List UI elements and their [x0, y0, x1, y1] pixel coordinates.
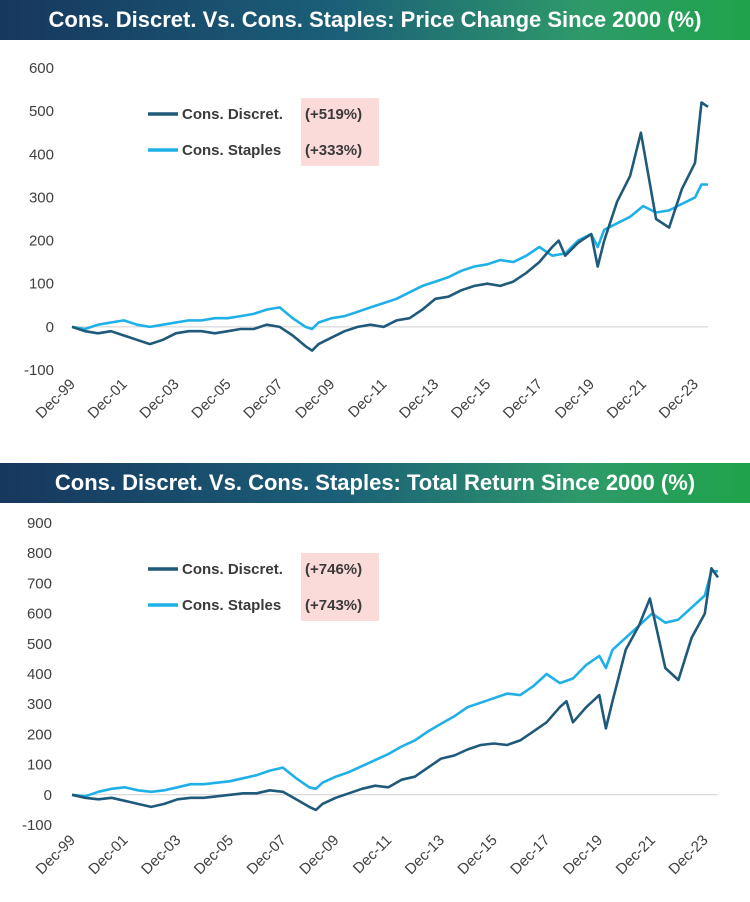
x-tick-label: Dec-07 [244, 832, 290, 878]
y-tick-label: 800 [27, 545, 52, 562]
x-tick-label: Dec-19 [552, 376, 598, 422]
x-tick-label: Dec-11 [350, 832, 395, 877]
legend-entry-value: (+743%) [305, 597, 362, 614]
y-tick-label: 600 [29, 60, 54, 77]
y-tick-label: 0 [44, 787, 52, 804]
legend-value-highlight [301, 98, 379, 166]
x-tick-label: Dec-11 [345, 376, 390, 421]
chart-title-total-return: Cons. Discret. Vs. Cons. Staples: Total … [0, 463, 750, 503]
x-tick-label: Dec-13 [396, 376, 442, 422]
x-tick-label: Dec-05 [191, 832, 237, 878]
x-tick-label: Dec-01 [85, 832, 131, 878]
series-line-cons-staples [71, 570, 718, 798]
x-tick-label: Dec-21 [613, 832, 659, 878]
x-tick-label: Dec-23 [656, 376, 702, 422]
x-tick-label: Dec-99 [33, 376, 79, 422]
y-tick-label: 300 [27, 696, 52, 713]
y-tick-label: 900 [27, 515, 52, 532]
y-tick-label: 0 [46, 319, 54, 336]
y-tick-label: -100 [24, 362, 54, 379]
x-tick-label: Dec-05 [188, 376, 234, 422]
y-tick-label: 100 [27, 757, 52, 774]
legend-value-highlight [301, 553, 379, 621]
x-tick-label: Dec-17 [507, 832, 553, 878]
legend-entry-name: Cons. Discret. [182, 106, 283, 123]
x-tick-label: Dec-09 [296, 832, 342, 878]
x-tick-label: Dec-19 [560, 832, 606, 878]
y-tick-label: -100 [22, 817, 52, 834]
y-tick-label: 400 [27, 666, 52, 683]
legend-entry-name: Cons. Discret. [182, 561, 283, 578]
x-tick-label: Dec-03 [138, 832, 184, 878]
legend-entry-value: (+746%) [305, 561, 362, 578]
x-tick-label: Dec-03 [136, 376, 182, 422]
x-tick-label: Dec-15 [448, 376, 494, 422]
x-tick-label: Dec-15 [454, 832, 500, 878]
x-tick-label: Dec-07 [240, 376, 286, 422]
x-tick-label: Dec-13 [402, 832, 448, 878]
y-tick-label: 600 [27, 606, 52, 623]
series-line-cons-discret [71, 567, 720, 812]
x-tick-label: Dec-17 [500, 376, 546, 422]
legend-entry-value: (+333%) [305, 142, 362, 159]
x-tick-label: Dec-99 [33, 832, 79, 878]
x-tick-label: Dec-21 [604, 376, 650, 422]
legend-entry-name: Cons. Staples [182, 142, 281, 159]
chart-title-price: Cons. Discret. Vs. Cons. Staples: Price … [0, 0, 750, 40]
y-tick-label: 500 [29, 103, 54, 120]
y-tick-label: 300 [29, 189, 54, 206]
series-line-cons-staples [71, 183, 708, 331]
y-tick-label: 700 [27, 575, 52, 592]
y-tick-label: 100 [29, 276, 54, 293]
series-line-cons-discret [71, 101, 709, 352]
y-tick-label: 200 [29, 233, 54, 250]
x-tick-label: Dec-09 [292, 376, 338, 422]
legend-entry-name: Cons. Staples [182, 597, 281, 614]
y-tick-label: 500 [27, 636, 52, 653]
legend-entry-value: (+519%) [305, 106, 362, 123]
x-tick-label: Dec-01 [85, 376, 131, 422]
y-tick-label: 400 [29, 146, 54, 163]
y-tick-label: 200 [27, 726, 52, 743]
x-tick-label: Dec-23 [665, 832, 711, 878]
